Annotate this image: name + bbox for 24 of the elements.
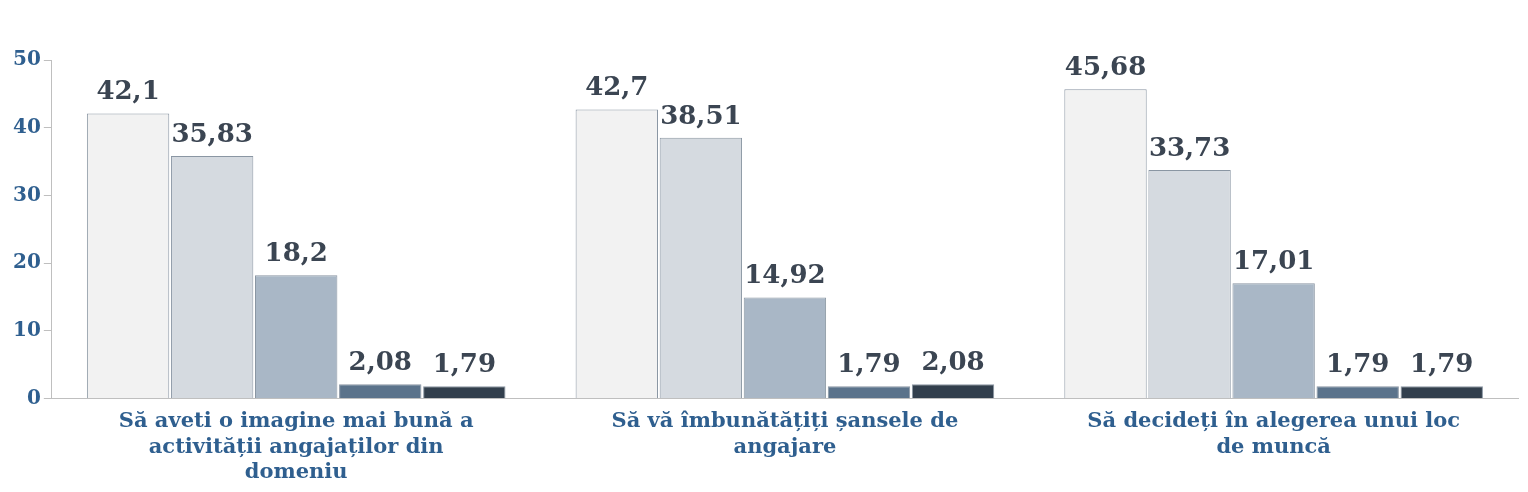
data-label: 42,7 bbox=[585, 71, 649, 102]
x-tick-label: Să aveti o imagine mai bună a activității angajaților din domeniu bbox=[118, 407, 474, 483]
x-tick-label: Să vă îmbunătățiți șansele de angajare bbox=[611, 407, 959, 458]
y-tick-label: 30 bbox=[12, 181, 41, 206]
x-tick-label: Să decideți în alegerea unui loc de muncă bbox=[1087, 407, 1460, 458]
data-label: 35,83 bbox=[171, 117, 253, 148]
data-label: 45,68 bbox=[1064, 50, 1147, 81]
y-tick-label: 40 bbox=[12, 113, 41, 138]
data-label: 18,2 bbox=[264, 236, 328, 267]
y-tick-label: 10 bbox=[12, 316, 41, 341]
data-label: 14,92 bbox=[744, 259, 826, 290]
y-tick-label: 20 bbox=[12, 249, 41, 274]
data-label: 42,1 bbox=[96, 75, 160, 106]
y-tick-label: 50 bbox=[12, 46, 41, 71]
data-label: 1,79 bbox=[1410, 348, 1474, 379]
data-label: 2,08 bbox=[921, 346, 985, 377]
data-label: 2,08 bbox=[348, 346, 412, 377]
y-tick-label: 0 bbox=[26, 384, 41, 409]
data-label: 1,79 bbox=[837, 348, 901, 379]
data-label: 17,01 bbox=[1232, 245, 1315, 276]
data-label: 1,79 bbox=[432, 348, 496, 379]
data-label: 38,51 bbox=[660, 99, 742, 130]
data-label: 33,73 bbox=[1148, 131, 1231, 162]
data-label: 1,79 bbox=[1326, 348, 1390, 379]
